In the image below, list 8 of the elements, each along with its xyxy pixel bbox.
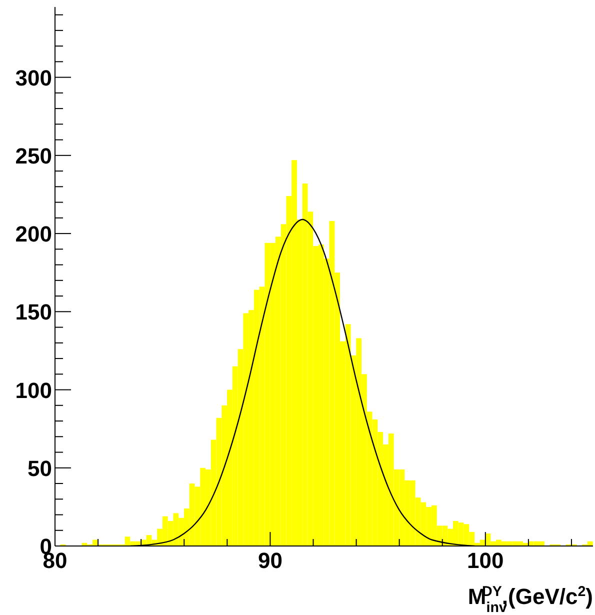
x-tick-label: 90 bbox=[258, 548, 282, 573]
x-tick-label: 100 bbox=[467, 548, 504, 573]
y-tick-label: 250 bbox=[15, 143, 52, 168]
y-tick-label: 300 bbox=[15, 65, 52, 90]
y-tick-label: 150 bbox=[15, 300, 52, 325]
y-tick-label: 200 bbox=[15, 222, 52, 247]
y-tick-label: 50 bbox=[28, 456, 52, 481]
y-tick-label: 100 bbox=[15, 378, 52, 403]
